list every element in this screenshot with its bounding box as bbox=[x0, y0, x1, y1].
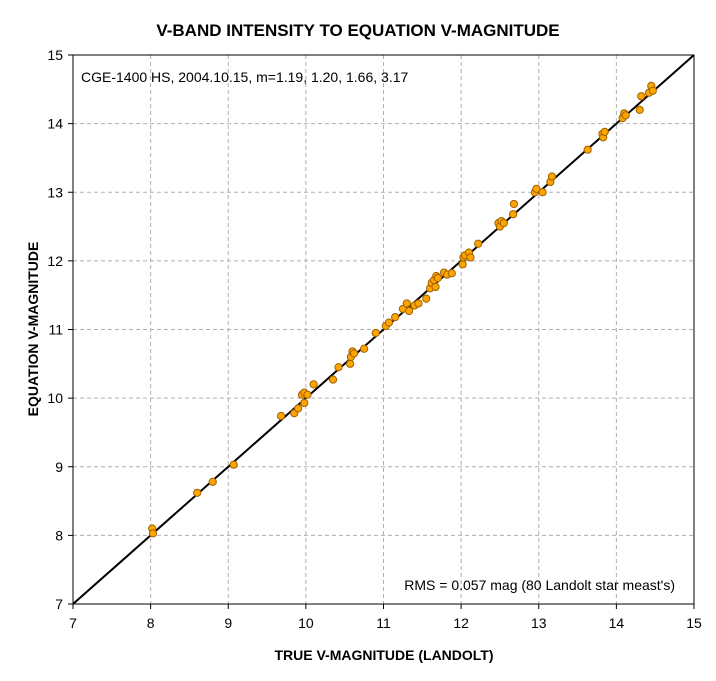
data-point bbox=[303, 390, 312, 399]
annotation-bottom: RMS = 0.057 mag (80 Landolt star meast's… bbox=[404, 577, 675, 593]
y-tick-label: 8 bbox=[55, 527, 63, 543]
data-point bbox=[334, 363, 343, 372]
y-tick-label: 15 bbox=[47, 47, 63, 63]
data-points bbox=[148, 81, 657, 538]
data-point bbox=[384, 318, 394, 327]
data-point bbox=[300, 398, 309, 408]
data-point bbox=[371, 328, 380, 338]
data-point bbox=[532, 184, 541, 193]
chart-title: V-BAND INTENSITY TO EQUATION V-MAGNITUDE bbox=[156, 21, 559, 40]
data-point bbox=[583, 145, 592, 154]
data-point bbox=[193, 488, 202, 497]
fit-line bbox=[72, 54, 695, 605]
data-point bbox=[466, 253, 475, 262]
data-point bbox=[509, 210, 518, 219]
data-point bbox=[328, 375, 338, 384]
data-point bbox=[431, 282, 440, 292]
annotation-top: CGE-1400 HS, 2004.10.15, m=1.19, 1.20, 1… bbox=[81, 69, 408, 85]
data-point bbox=[422, 294, 431, 303]
data-point bbox=[538, 188, 547, 197]
y-tick-label: 14 bbox=[47, 116, 63, 132]
y-tick-label: 11 bbox=[48, 322, 63, 338]
data-point bbox=[600, 127, 609, 136]
data-point bbox=[509, 199, 519, 209]
data-point bbox=[474, 239, 483, 248]
data-point bbox=[635, 105, 644, 115]
x-tick-label: 9 bbox=[224, 615, 232, 631]
data-point bbox=[458, 260, 467, 269]
x-axis-ticks: 7 8 9 10 11 12 13 14 15 bbox=[69, 604, 702, 631]
y-axis-ticks: 7 8 9 10 11 12 13 14 15 bbox=[47, 47, 73, 612]
data-point bbox=[276, 411, 286, 421]
x-tick-label: 15 bbox=[686, 615, 702, 631]
x-tick-label: 12 bbox=[453, 615, 469, 631]
x-tick-label: 7 bbox=[69, 615, 77, 631]
data-point bbox=[648, 86, 657, 95]
data-point bbox=[621, 111, 630, 120]
data-point bbox=[447, 269, 456, 278]
data-point bbox=[547, 172, 557, 181]
x-tick-label: 10 bbox=[298, 615, 314, 631]
data-point bbox=[309, 380, 318, 389]
y-tick-label: 10 bbox=[47, 390, 63, 406]
data-point bbox=[433, 273, 442, 283]
x-axis-label: TRUE V-MAGNITUDE (LANDOLT) bbox=[274, 647, 493, 663]
data-point bbox=[294, 404, 303, 413]
data-point bbox=[208, 477, 217, 486]
data-point bbox=[229, 460, 238, 469]
y-tick-label: 7 bbox=[55, 596, 63, 612]
data-point bbox=[359, 344, 369, 353]
data-point bbox=[391, 313, 400, 322]
y-tick-label: 9 bbox=[55, 459, 63, 475]
data-point bbox=[499, 219, 508, 228]
x-tick-label: 8 bbox=[147, 615, 155, 631]
x-tick-label: 14 bbox=[609, 615, 625, 631]
x-tick-label: 13 bbox=[531, 615, 547, 631]
data-point bbox=[637, 92, 646, 101]
y-tick-label: 13 bbox=[47, 184, 63, 200]
data-point bbox=[349, 349, 359, 358]
data-point bbox=[405, 306, 414, 316]
data-point bbox=[346, 359, 355, 368]
x-tick-label: 11 bbox=[376, 615, 391, 631]
data-point bbox=[414, 299, 423, 308]
y-axis-label: EQUATION V-MAGNITUDE bbox=[25, 242, 41, 417]
y-tick-label: 12 bbox=[47, 253, 63, 269]
data-point bbox=[148, 529, 158, 538]
data-point bbox=[402, 299, 411, 308]
